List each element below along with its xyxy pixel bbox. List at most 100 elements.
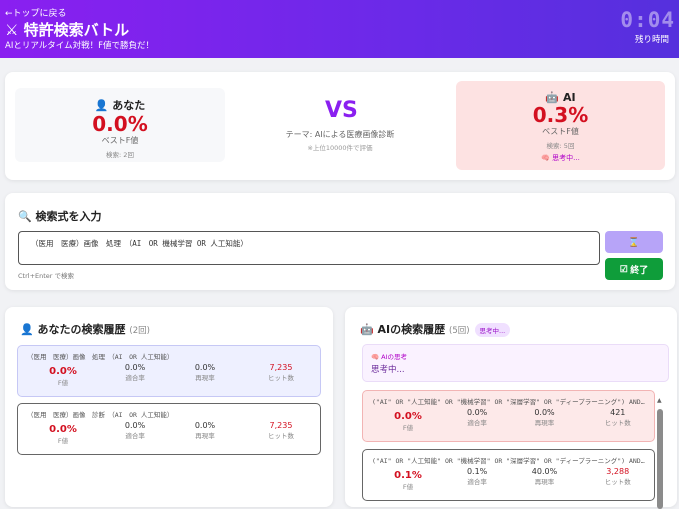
- ai-status: 🧠 思考中...: [456, 153, 665, 163]
- precision-value: 0.0%: [442, 408, 512, 417]
- your-score: 👤 あなた 0.0% ベストF値 検索: 2回: [15, 88, 225, 162]
- hits-value: 7,235: [246, 363, 316, 372]
- stat-precision: 0.0%適合率: [442, 408, 512, 427]
- brain-icon: 🧠: [541, 154, 550, 162]
- evaluation-note: ※上位10000件で評価: [255, 142, 425, 152]
- precision-value: 0.0%: [100, 421, 170, 430]
- precision-label: 適合率: [100, 430, 170, 440]
- recall-label: 再現率: [510, 476, 580, 486]
- recall-value: 0.0%: [170, 363, 240, 372]
- your-best-f: 0.0%: [15, 113, 225, 135]
- recall-value: 40.0%: [510, 467, 580, 476]
- entry-query: ("AI" OR "人工知能" OR "機械学習" OR "深層学習" OR "…: [372, 396, 647, 406]
- stat-recall: 0.0%再現率: [510, 408, 580, 427]
- scrollbar[interactable]: ▲: [657, 397, 663, 507]
- entry-query: ("AI" OR "人工知能" OR "機械学習" OR "深層学習" OR "…: [372, 455, 647, 465]
- scrollbar-thumb[interactable]: [657, 409, 663, 509]
- ai-thought-box: 🧠 AIの思考 思考中...: [362, 344, 669, 382]
- thinking-badge: 思考中...: [475, 323, 511, 337]
- f-value: 0.0%: [28, 366, 98, 377]
- ai-best-label: ベストF値: [456, 126, 665, 137]
- back-link[interactable]: ←トップに戻る: [5, 6, 67, 19]
- your-name: 👤 あなた: [15, 97, 225, 113]
- crossed-swords-icon: ⚔: [5, 21, 24, 39]
- query-input[interactable]: [18, 231, 600, 265]
- stat-recall: 0.0%再現率: [170, 421, 240, 440]
- timer: 0:04: [620, 8, 675, 32]
- stat-hits: 3,288ヒット数: [583, 467, 653, 486]
- shortcut-hint: Ctrl+Enter で検索: [18, 270, 74, 280]
- search-panel: 🔍 検索式を入力 Ctrl+Enter で検索 ⌛ ☑ 終了: [5, 193, 675, 290]
- search-icon: 🔍: [18, 210, 32, 223]
- stat-f: 0.0%F値: [373, 411, 443, 432]
- f-label: F値: [28, 377, 98, 387]
- hits-label: ヒット数: [246, 372, 316, 382]
- hits-value: 3,288: [583, 467, 653, 476]
- history-entry[interactable]: （医用 医療）画像 処理 （AI OR 人工知能）0.0%F値0.0%適合率0.…: [17, 345, 321, 397]
- hourglass-icon: ⌛: [628, 237, 639, 248]
- stat-precision: 0.0%適合率: [100, 421, 170, 440]
- search-button[interactable]: ⌛: [605, 231, 663, 253]
- user-icon: 👤: [95, 99, 109, 112]
- entry-query: （医用 医療）画像 処理 （AI OR 人工知能）: [27, 351, 313, 361]
- precision-value: 0.0%: [100, 363, 170, 372]
- page-title: ⚔ 特許検索バトル: [5, 19, 129, 40]
- stat-f: 0.1%F値: [373, 470, 443, 491]
- entry-query: （医用 医療）画像 診断 （AI OR 人工知能）: [27, 409, 313, 419]
- f-label: F値: [373, 422, 443, 432]
- recall-label: 再現率: [170, 430, 240, 440]
- f-value: 0.1%: [373, 470, 443, 481]
- history-entry[interactable]: （医用 医療）画像 診断 （AI OR 人工知能）0.0%F値0.0%適合率0.…: [17, 403, 321, 455]
- ai-thought-text: 思考中...: [371, 363, 405, 375]
- end-button[interactable]: ☑ 終了: [605, 258, 663, 280]
- hits-label: ヒット数: [583, 417, 653, 427]
- stat-hits: 7,235ヒット数: [246, 363, 316, 382]
- hits-label: ヒット数: [583, 476, 653, 486]
- ai-history-panel: 🤖 AIの検索履歴 (5回)思考中... 🧠 AIの思考 思考中... ("AI…: [345, 307, 677, 507]
- check-icon: ☑: [620, 264, 628, 275]
- history-entry[interactable]: ("AI" OR "人工知能" OR "機械学習" OR "深層学習" OR "…: [362, 390, 655, 442]
- f-value: 0.0%: [373, 411, 443, 422]
- precision-label: 適合率: [100, 372, 170, 382]
- stat-f: 0.0%F値: [28, 424, 98, 445]
- theme: テーマ: AIによる医療画像診断: [255, 129, 425, 140]
- search-title: 🔍 検索式を入力: [18, 208, 102, 224]
- subtitle: AIとリアルタイム対戦！F値で勝負だ！: [5, 39, 154, 51]
- timer-label: 残り時間: [635, 33, 669, 45]
- f-value: 0.0%: [28, 424, 98, 435]
- hits-label: ヒット数: [246, 430, 316, 440]
- scoreboard: 👤 あなた 0.0% ベストF値 検索: 2回 VS テーマ: AIによる医療画…: [5, 72, 675, 180]
- stat-hits: 421ヒット数: [583, 408, 653, 427]
- history-entry[interactable]: ("AI" OR "人工知能" OR "機械学習" OR "深層学習" OR "…: [362, 449, 655, 501]
- stat-recall: 40.0%再現率: [510, 467, 580, 486]
- vs-label: VS: [325, 98, 358, 123]
- header: ←トップに戻る ⚔ 特許検索バトル AIとリアルタイム対戦！F値で勝負だ！ 0:…: [0, 0, 679, 58]
- hits-value: 421: [583, 408, 653, 417]
- recall-label: 再現率: [510, 417, 580, 427]
- ai-thought-title: 🧠 AIの思考: [371, 351, 407, 361]
- precision-label: 適合率: [442, 417, 512, 427]
- f-label: F値: [28, 435, 98, 445]
- recall-value: 0.0%: [170, 421, 240, 430]
- ai-best-f: 0.3%: [456, 104, 665, 126]
- precision-label: 適合率: [442, 476, 512, 486]
- ai-search-count: 検索: 5回: [456, 140, 665, 150]
- your-best-label: ベストF値: [15, 135, 225, 146]
- precision-value: 0.1%: [442, 467, 512, 476]
- stat-precision: 0.1%適合率: [442, 467, 512, 486]
- stat-hits: 7,235ヒット数: [246, 421, 316, 440]
- stat-f: 0.0%F値: [28, 366, 98, 387]
- f-label: F値: [373, 481, 443, 491]
- your-search-count: 検索: 2回: [15, 149, 225, 159]
- user-icon: 👤: [20, 323, 34, 336]
- recall-value: 0.0%: [510, 408, 580, 417]
- brain-icon: 🧠: [371, 353, 379, 361]
- hits-value: 7,235: [246, 421, 316, 430]
- recall-label: 再現率: [170, 372, 240, 382]
- ai-score: 🤖 AI 0.3% ベストF値 検索: 5回 🧠 思考中...: [456, 81, 665, 170]
- ai-history-title: 🤖 AIの検索履歴 (5回)思考中...: [360, 321, 510, 337]
- title-text: 特許検索バトル: [24, 21, 129, 39]
- your-history-panel: 👤 あなたの検索履歴 (2回) （医用 医療）画像 処理 （AI OR 人工知能…: [5, 307, 333, 507]
- scroll-up-icon: ▲: [657, 397, 662, 404]
- your-history-title: 👤 あなたの検索履歴 (2回): [20, 321, 150, 337]
